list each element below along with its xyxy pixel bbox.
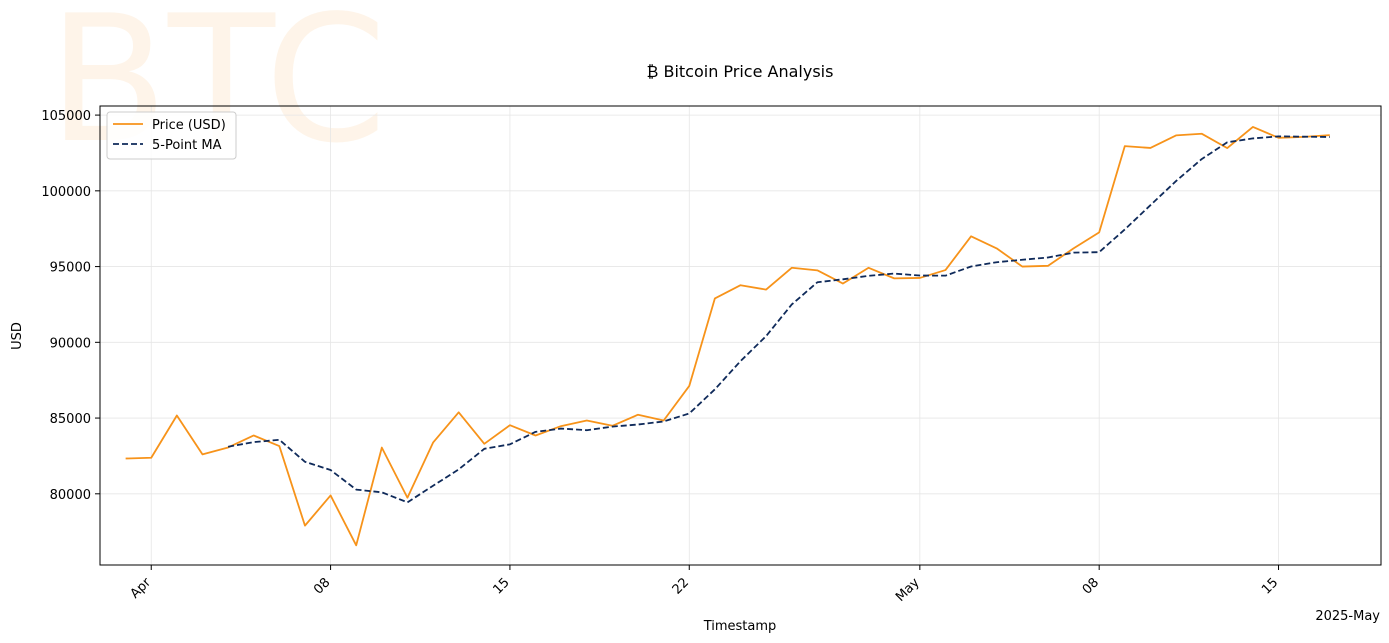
plot-frame	[99, 105, 1382, 566]
axis-ticks: 80000 85000 90000 95000 100000 105000 Apr 08 15 2…	[41, 109, 1281, 605]
x-tick-label: Apr	[128, 575, 155, 602]
y-tick-label: 85000	[50, 412, 91, 427]
x-axis-offset-label: 2025-May	[1315, 609, 1380, 624]
x-tick-label: 15	[490, 575, 512, 597]
x-tick-label: 08	[311, 575, 333, 597]
legend-label-ma: 5-Point MA	[152, 138, 222, 153]
y-tick-label: 105000	[41, 109, 91, 124]
x-tick-label: May	[893, 575, 923, 605]
legend: Price (USD) 5-Point MA	[106, 111, 237, 160]
x-axis-title: Timestamp	[703, 619, 777, 634]
y-tick-label: 90000	[50, 336, 91, 351]
y-tick-label: 100000	[41, 185, 91, 200]
chart-title: ₿ Bitcoin Price Analysis	[647, 62, 834, 81]
series-lines	[125, 126, 1330, 547]
x-tick-label: 15	[1259, 575, 1281, 597]
y-axis-title: USD	[10, 322, 25, 350]
series-line-1	[227, 135, 1330, 504]
grid	[100, 106, 1381, 565]
y-tick-label: 95000	[50, 261, 91, 276]
x-tick-label: 22	[670, 575, 692, 597]
legend-label-price: Price (USD)	[152, 118, 226, 133]
x-tick-label: 08	[1080, 575, 1102, 597]
y-tick-label: 80000	[50, 488, 91, 503]
series-line-0	[125, 126, 1330, 547]
